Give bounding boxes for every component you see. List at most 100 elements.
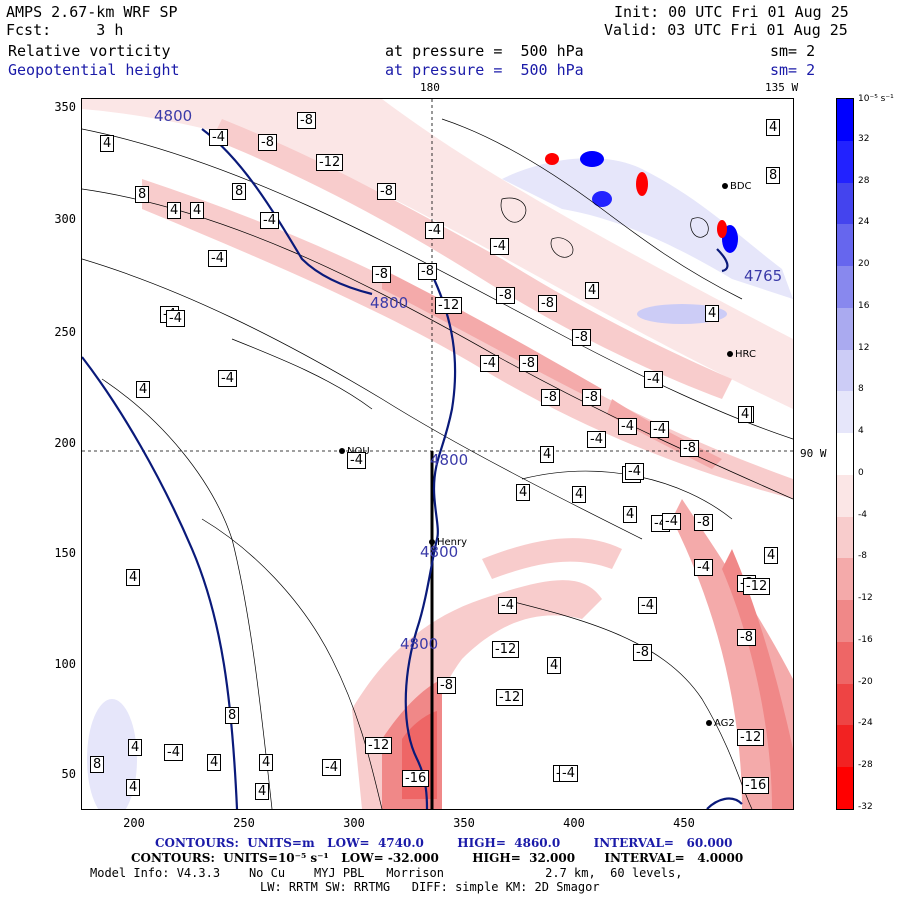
field2-smoothing: sm= 2 bbox=[770, 61, 816, 79]
colorbar-unit: 10⁻⁵ s⁻¹ bbox=[858, 94, 894, 104]
vorticity-contour-label: 4 bbox=[766, 119, 781, 136]
vorticity-contour-label: -4 bbox=[347, 452, 366, 469]
x-tick-label: 400 bbox=[563, 816, 585, 830]
height-contour-label: 4800 bbox=[430, 451, 469, 469]
y-tick-label: 50 bbox=[61, 767, 76, 781]
vorticity-contour-label: 8 bbox=[766, 167, 781, 184]
vorticity-contour-label: 4 bbox=[764, 547, 779, 564]
vorticity-contour-label: -12 bbox=[743, 578, 771, 595]
colorbar-segment bbox=[837, 516, 853, 559]
field1-level: at pressure = 500 hPa bbox=[385, 42, 584, 60]
colorbar-segment bbox=[837, 600, 853, 642]
height-contour-label: 4800 bbox=[420, 543, 459, 561]
vorticity-contour-label: -4 bbox=[650, 421, 669, 438]
map-plot-area: 4800 4800 4800 4800 4800 4765 BDC HRC NO… bbox=[81, 98, 794, 810]
x-tick-label: 200 bbox=[123, 816, 145, 830]
vorticity-contour-label: 4 bbox=[136, 381, 151, 398]
vorticity-contour-label: -4 bbox=[638, 597, 657, 614]
vorticity-contour-label: 4 bbox=[126, 779, 141, 796]
station-hrc: HRC bbox=[727, 349, 756, 360]
vorticity-contour-label: -4 bbox=[425, 222, 444, 239]
vorticity-contour-label: 4 bbox=[190, 202, 205, 219]
field1-name: Relative vorticity bbox=[8, 42, 171, 60]
model-info: Model Info: V4.3.3 No Cu MYJ PBL Morriso… bbox=[90, 866, 683, 880]
forecast-hour: Fcst: 3 h bbox=[6, 21, 124, 39]
vorticity-contour-label: -8 bbox=[377, 183, 396, 200]
colorbar-tick-label: 20 bbox=[858, 259, 870, 270]
vorticity-contour-label: 4 bbox=[207, 754, 222, 771]
station-ag2: AG2 bbox=[706, 718, 735, 729]
vorticity-contour-label: 4 bbox=[516, 484, 531, 501]
height-contour-label: 4800 bbox=[400, 635, 439, 653]
colorbar-segment bbox=[837, 641, 853, 684]
colorbar-segment bbox=[837, 349, 853, 392]
vorticity-contour-label: -4 bbox=[166, 310, 185, 327]
meridian-180-label: 180 bbox=[420, 81, 440, 94]
colorbar-segment bbox=[837, 224, 853, 267]
colorbar-tick-label: -8 bbox=[858, 551, 867, 562]
vorticity-contour-info: CONTOURS: UNITS=10⁻⁵ s⁻¹ LOW= -32.000 HI… bbox=[131, 851, 744, 865]
vorticity-contour-label: -8 bbox=[372, 266, 391, 283]
vorticity-contour-label: -12 bbox=[737, 729, 765, 746]
vorticity-contour-label: -4 bbox=[490, 238, 509, 255]
field2-level: at pressure = 500 hPa bbox=[385, 61, 584, 79]
y-tick-label: 350 bbox=[54, 100, 76, 114]
vorticity-contour-label: 4 bbox=[585, 282, 600, 299]
vorticity-contour-label: -4 bbox=[208, 250, 227, 267]
y-tick-label: 150 bbox=[54, 546, 76, 560]
colorbar-segment bbox=[837, 140, 853, 183]
station-bdc: BDC bbox=[722, 181, 752, 192]
meridian-90w-label: 90 W bbox=[800, 447, 827, 460]
colorbar-segment bbox=[837, 182, 853, 225]
vorticity-contour-label: 4 bbox=[705, 305, 720, 322]
vorticity-contour-label: 8 bbox=[135, 186, 150, 203]
vorticity-contour-label: 4 bbox=[623, 506, 638, 523]
vorticity-contour-label: -4 bbox=[559, 765, 578, 782]
vorticity-contour-label: -4 bbox=[218, 370, 237, 387]
vorticity-contour-label: -12 bbox=[316, 154, 344, 171]
colorbar-tick-label: 4 bbox=[858, 426, 864, 437]
vorticity-contour-label: 4 bbox=[128, 739, 143, 756]
y-tick-label: 100 bbox=[54, 657, 76, 671]
colorbar-tick-label: 16 bbox=[858, 300, 870, 311]
x-tick-label: 300 bbox=[343, 816, 365, 830]
vorticity-contour-label: -4 bbox=[644, 371, 663, 388]
height-contour-label: 4765 bbox=[744, 267, 783, 285]
positive-vorticity-shading bbox=[87, 151, 793, 809]
vorticity-contour-label: 4 bbox=[255, 783, 270, 800]
colorbar-tick-label: -24 bbox=[858, 718, 873, 729]
colorbar-tick-label: -4 bbox=[858, 509, 867, 520]
vorticity-contour-label: -4 bbox=[498, 597, 517, 614]
colorbar-segment bbox=[837, 558, 853, 601]
station-nou: NOU bbox=[339, 446, 370, 457]
colorbar-tick-label: 24 bbox=[858, 217, 870, 228]
x-tick-label: 250 bbox=[233, 816, 255, 830]
vorticity-contour-label: -12 bbox=[496, 689, 524, 706]
colorbar-tick-label: 32 bbox=[858, 133, 870, 144]
vorticity-contour-label: -4 bbox=[164, 744, 183, 761]
station-henry: Henry bbox=[429, 537, 467, 548]
vorticity-contour-label: 4 bbox=[167, 202, 182, 219]
vorticity-contour-label: -4 bbox=[662, 513, 681, 530]
vorticity-contour-label: 4 bbox=[100, 135, 115, 152]
x-tick-label: 450 bbox=[673, 816, 695, 830]
vorticity-contour-label: -8 bbox=[258, 134, 277, 151]
vorticity-contour-label: -8 bbox=[582, 389, 601, 406]
meridian-135w-label: 135 W bbox=[765, 81, 799, 94]
vorticity-contour-label: -4 bbox=[625, 463, 644, 480]
colorbar-tick-label: 8 bbox=[858, 384, 864, 395]
model-physics-info: LW: RRTM SW: RRTMG DIFF: simple KM: 2D S… bbox=[260, 880, 600, 894]
vorticity-contour-label: -12 bbox=[365, 737, 393, 754]
field1-smoothing: sm= 2 bbox=[770, 42, 816, 60]
colorbar-segment bbox=[837, 433, 853, 475]
colorbar-tick-label: -20 bbox=[858, 676, 873, 687]
model-title: AMPS 2.67-km WRF SP bbox=[6, 3, 178, 21]
colorbar-segment bbox=[837, 767, 853, 809]
vorticity-contour-label: -4 bbox=[260, 212, 279, 229]
colorbar-tick-label: 12 bbox=[858, 342, 870, 353]
vorticity-contour-label: -8 bbox=[496, 287, 515, 304]
x-tick-label: 350 bbox=[453, 816, 475, 830]
vorticity-contour-label: -8 bbox=[737, 629, 756, 646]
vorticity-contour-label: 4 bbox=[572, 486, 587, 503]
colorbar-tick-label: -12 bbox=[858, 593, 873, 604]
